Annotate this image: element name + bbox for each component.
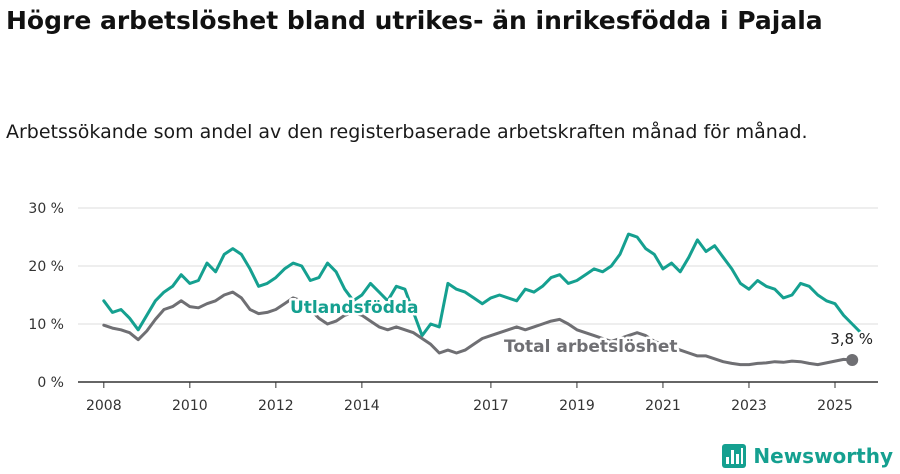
newsworthy-logo-icon	[722, 444, 747, 468]
series-line-utlandsfodda	[102, 232, 863, 338]
y-tick-label: 0 %	[37, 375, 64, 391]
x-tick-label: 2025	[817, 398, 853, 414]
x-tick-label: 2010	[172, 398, 208, 414]
x-tick-label: 2012	[258, 398, 294, 414]
y-tick-label: 30 %	[28, 201, 64, 217]
end-point-marker	[846, 353, 859, 366]
x-tick-label: 2021	[645, 398, 681, 414]
x-tick-label: 2023	[731, 398, 767, 414]
chart-title: Högre arbetslöshet bland utrikes- än inr…	[6, 6, 823, 35]
end-value-label: 3,8 %	[830, 330, 873, 348]
brand-name: Newsworthy	[753, 444, 893, 468]
series-label-total: Total arbetslöshet	[504, 337, 678, 357]
series-label-utlandsfodda: Utlandsfödda	[290, 298, 419, 318]
series-line-total	[102, 290, 854, 367]
brand-logo: Newsworthy	[722, 443, 893, 469]
y-tick-label: 20 %	[28, 259, 64, 275]
x-tick-label: 2014	[344, 398, 380, 414]
x-tick-label: 2019	[559, 398, 595, 414]
y-axis: 0 % 10 % 20 % 30 %	[28, 201, 64, 391]
series-lines	[102, 232, 863, 367]
x-tick-label: 2017	[473, 398, 509, 414]
y-tick-label: 10 %	[28, 317, 64, 333]
x-tick-label: 2008	[86, 398, 122, 414]
series-labels: 3,8 % Utlandsfödda Total arbetslöshet	[288, 296, 876, 360]
x-axis: 2008 2010 2012 2014 2017 2019 2021 2023 2025	[78, 381, 878, 414]
chart-subtitle: Arbetssökande som andel av den registerb…	[6, 121, 808, 143]
